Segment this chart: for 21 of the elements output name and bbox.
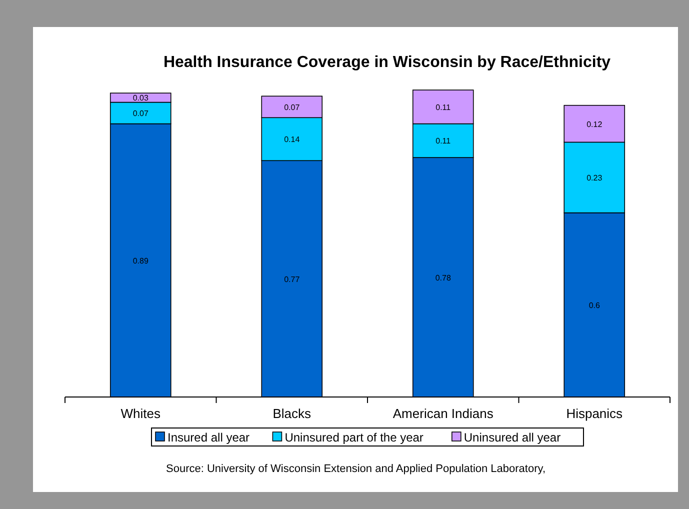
- data-label: 0.89: [132, 256, 149, 266]
- data-label: 0.07: [284, 102, 300, 112]
- data-label: 0.77: [284, 274, 300, 284]
- legend-label: Uninsured all year: [464, 430, 561, 444]
- legend-label: Uninsured part of the year: [284, 430, 424, 444]
- x-tick-label: American Indians: [392, 406, 494, 421]
- data-label: 0.6: [588, 300, 600, 310]
- x-tick-label: Whites: [120, 406, 161, 421]
- x-tick-label: Hispanics: [566, 406, 624, 421]
- data-label: 0.03: [132, 94, 149, 103]
- source-note: Source: University of Wisconsin Extension and Applied Population Laboratory,: [166, 463, 546, 475]
- x-tick-label: Blacks: [272, 406, 312, 421]
- legend-label: Insured all year: [168, 430, 250, 444]
- data-label: 0.78: [435, 273, 452, 282]
- chart-title: Health Insurance Coverage in Wisconsin by Race/Ethnicity: [163, 54, 611, 71]
- data-label: 0.14: [284, 135, 300, 144]
- data-label: 0.11: [436, 136, 452, 146]
- data-label: 0.11: [436, 102, 452, 112]
- data-label: 0.12: [586, 120, 603, 129]
- data-label: 0.07: [132, 109, 149, 118]
- data-label: 0.23: [586, 173, 603, 182]
